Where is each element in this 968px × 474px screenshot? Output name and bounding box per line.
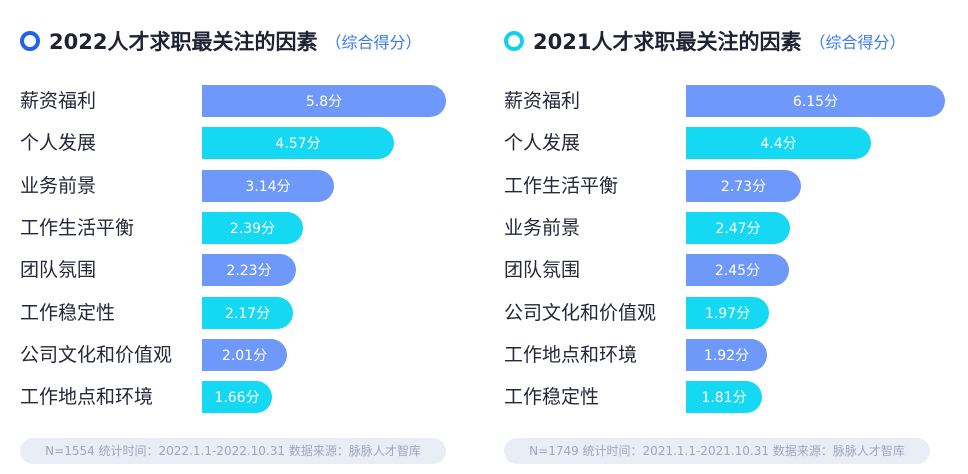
value-label: 2.47分 [715, 220, 761, 237]
bar-row: 业务前景 3.14分 [20, 169, 460, 203]
bar: 2.47分 [686, 211, 790, 244]
bar-row: 个人发展 4.57分 [20, 126, 460, 160]
value-label: 2.39分 [229, 220, 276, 237]
value-label: 1.81分 [701, 390, 747, 407]
bar: 2.73分 [686, 169, 801, 202]
value-label: 4.57分 [275, 136, 321, 153]
bar: 2.39分 [202, 211, 303, 244]
bar: 4.57分 [202, 127, 394, 160]
value-label: 1.92分 [703, 347, 750, 364]
bar: 2.45分 [686, 254, 789, 287]
bar: 1.81分 [686, 381, 762, 414]
bar-row: 工作地点和环境 1.66分 [20, 380, 460, 414]
value-label: 1.66分 [214, 390, 260, 407]
chart-panel-2022: 2022人才求职最关注的因素 （综合得分） 薪资福利 5.8分个人发展 4.57分业… [20, 0, 460, 474]
panel-title: 2022人才求职最关注的因素 （综合得分） [20, 24, 421, 58]
chart-subtitle: （综合得分） [809, 33, 906, 52]
bar-row: 团队氛围 2.45分 [504, 253, 944, 287]
category-label: 工作地点和环境 [504, 343, 638, 366]
category-label: 薪资福利 [504, 90, 581, 112]
bar-row: 业务前景 2.47分 [504, 211, 944, 245]
bar-row: 工作稳定性 1.81分 [504, 380, 944, 414]
bar-row: 个人发展 4.4分 [504, 126, 944, 160]
category-label: 个人发展 [504, 132, 581, 155]
bar: 2.23分 [202, 254, 296, 287]
bar: 5.8分 [202, 85, 446, 117]
bar: 2.17分 [202, 296, 293, 329]
value-label: 2.01分 [221, 347, 268, 364]
bar-row: 工作生活平衡 2.73分 [504, 169, 944, 203]
bar: 6.15分 [686, 85, 945, 117]
category-label: 公司文化和价值观 [504, 301, 657, 324]
value-label: 3.14分 [245, 178, 291, 195]
category-label: 薪资福利 [20, 90, 97, 112]
bar: 1.66分 [202, 381, 272, 414]
value-label: 2.23分 [226, 263, 272, 280]
panel-title: 2021人才求职最关注的因素 （综合得分） [504, 24, 905, 58]
bar-row: 公司文化和价值观 1.97分 [504, 296, 944, 330]
circle-bullet-icon [504, 31, 524, 51]
value-label: 2.45分 [714, 263, 761, 280]
chart-panel-2021: 2021人才求职最关注的因素 （综合得分） 薪资福利 6.15分个人发展 4.4分工… [504, 0, 945, 474]
value-label: 5.8分 [305, 94, 343, 110]
value-label: 6.15分 [792, 94, 839, 110]
bar-row: 薪资福利 5.8分 [20, 84, 460, 118]
bar-row: 工作地点和环境 1.92分 [504, 338, 944, 372]
chart-subtitle: （综合得分） [325, 33, 422, 52]
bar: 1.92分 [686, 338, 767, 371]
footer-source-note: N=1749 统计时间：2021.1.1-2021.10.31 数据来源：脉脉人… [504, 438, 930, 464]
bar-row: 薪资福利 6.15分 [504, 84, 945, 118]
category-label: 工作生活平衡 [504, 174, 619, 197]
bar-row: 工作生活平衡 2.39分 [20, 211, 460, 245]
bar-row: 公司文化和价值观 2.01分 [20, 338, 460, 372]
category-label: 业务前景 [20, 174, 97, 197]
footer-source-note: N=1554 统计时间：2022.1.1-2022.10.31 数据来源：脉脉人… [20, 438, 446, 464]
bar: 3.14分 [202, 169, 334, 202]
category-label: 公司文化和价值观 [20, 343, 173, 366]
category-label: 工作稳定性 [504, 386, 600, 409]
category-label: 个人发展 [20, 132, 97, 155]
circle-bullet-icon [20, 31, 40, 51]
chart-title: 2021人才求职最关注的因素 [533, 30, 802, 54]
value-label: 1.97分 [704, 305, 751, 322]
bar-row: 工作稳定性 2.17分 [20, 296, 460, 330]
bar: 4.4分 [686, 127, 871, 160]
category-label: 业务前景 [504, 216, 581, 239]
category-label: 工作生活平衡 [20, 216, 135, 239]
category-label: 团队氛围 [504, 259, 581, 282]
value-label: 2.17分 [224, 305, 271, 322]
value-label: 4.4分 [760, 136, 797, 153]
bar: 1.97分 [686, 296, 769, 329]
value-label: 2.73分 [720, 178, 767, 195]
chart-title: 2022人才求职最关注的因素 [49, 30, 318, 54]
bar-row: 团队氛围 2.23分 [20, 253, 460, 287]
category-label: 工作稳定性 [20, 301, 116, 324]
bar: 2.01分 [202, 338, 287, 371]
category-label: 团队氛围 [20, 259, 97, 282]
category-label: 工作地点和环境 [20, 386, 154, 409]
